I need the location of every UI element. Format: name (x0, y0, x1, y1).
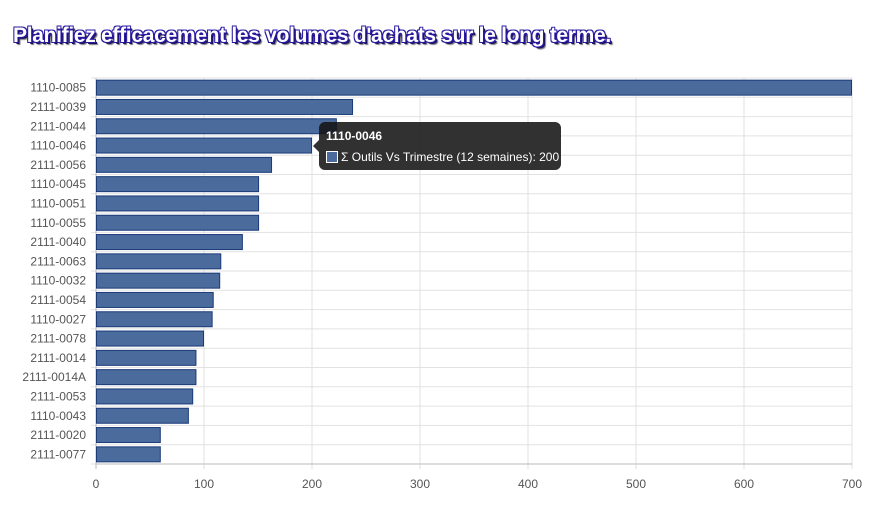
x-tick-label: 200 (302, 477, 322, 491)
y-tick-label: 1110-0032 (30, 274, 86, 288)
tooltip-label: Σ Outils Vs Trimestre (12 semaines): 200 (341, 150, 560, 164)
bar (96, 214, 260, 231)
y-tick-label: 2111-0054 (30, 293, 86, 307)
bar (96, 407, 189, 424)
y-tick-label: 1110-0045 (30, 177, 86, 191)
y-tick-label: 2111-0014A (22, 370, 86, 384)
x-tick-label: 100 (194, 477, 214, 491)
x-tick-label: 600 (734, 477, 754, 491)
y-tick-label: 1110-0051 (30, 196, 86, 210)
y-tick-label: 2111-0077 (30, 447, 86, 461)
bar (96, 234, 243, 251)
y-tick-label: 2111-0014 (30, 351, 86, 365)
y-tick-label: 1110-0085 (30, 81, 86, 95)
bar (96, 446, 161, 463)
x-tick-label: 300 (410, 477, 430, 491)
y-tick-label: 2111-0020 (30, 428, 86, 442)
y-tick-label: 2111-0040 (30, 235, 86, 249)
bar (96, 176, 260, 193)
chart-tooltip: 1110-0046 Σ Outils Vs Trimestre (12 sema… (313, 122, 561, 170)
x-tick-label: 500 (626, 477, 646, 491)
bar (96, 427, 161, 444)
x-tick-label: 700 (842, 477, 862, 491)
bar (96, 369, 197, 386)
y-tick-label: 2111-0063 (30, 254, 86, 268)
bar (96, 388, 194, 405)
bar (96, 311, 213, 328)
y-tick-label: 1110-0055 (30, 216, 86, 230)
y-tick-label: 2111-0078 (30, 332, 86, 346)
chart-title: Planifiez efficacement les volumes d'ach… (13, 24, 611, 47)
bar (96, 349, 197, 366)
x-tick-label: 0 (93, 477, 100, 491)
y-tick-label: 2111-0053 (30, 389, 86, 403)
bar (96, 137, 312, 154)
bar (96, 98, 354, 115)
tooltip-title: 1110-0046 (326, 129, 383, 143)
bar (96, 79, 852, 96)
y-tick-label: 1110-0043 (30, 409, 86, 423)
y-tick-label: 2111-0044 (30, 119, 86, 133)
bar (96, 272, 221, 289)
bar (96, 195, 260, 212)
tooltip-row: Σ Outils Vs Trimestre (12 semaines): 200 (326, 150, 559, 164)
bar (96, 118, 337, 135)
y-tick-label: 2111-0039 (30, 100, 86, 114)
bar (96, 253, 222, 270)
x-tick-label: 400 (518, 477, 538, 491)
y-tick-label: 1110-0027 (30, 312, 86, 326)
bar (96, 156, 273, 173)
y-tick-label: 2111-0056 (30, 158, 86, 172)
bar (96, 330, 204, 347)
bar (96, 291, 214, 308)
tooltip-color-swatch (326, 151, 338, 163)
y-tick-label: 1110-0046 (30, 139, 86, 153)
